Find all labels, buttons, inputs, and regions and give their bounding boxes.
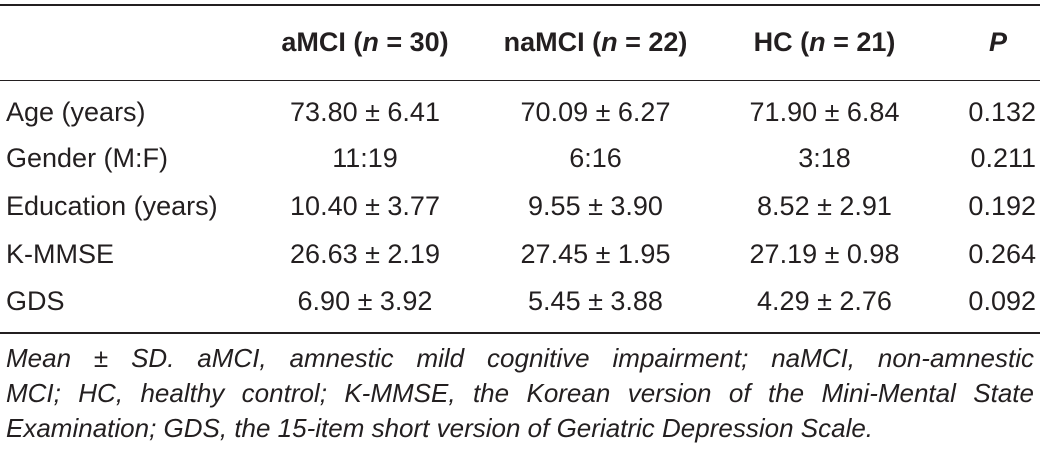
footnote-line: Examination; GDS, the 15-item short vers…: [6, 413, 874, 443]
row-label: Gender (M:F): [6, 143, 169, 173]
table-top-rule: [0, 4, 1040, 6]
row-label: Age (years): [6, 97, 146, 127]
cell-p-value: 0.092: [968, 286, 1036, 316]
cell-namci: 5.45 ± 3.88: [528, 286, 663, 316]
cell-namci: 9.55 ± 3.90: [528, 191, 663, 221]
cell-amci: 73.80 ± 6.41: [290, 97, 440, 127]
cell-amci: 6.90 ± 3.92: [297, 286, 433, 316]
header-hc: HC (n = 21): [753, 27, 896, 57]
cell-namci: 6:16: [569, 143, 622, 173]
cell-hc: 8.52 ± 2.91: [757, 191, 892, 221]
cell-p-value: 0.211: [970, 143, 1036, 173]
cell-p-value: 0.192: [968, 191, 1036, 221]
cell-hc: 3:18: [798, 143, 851, 173]
cell-namci: 27.45 ± 1.95: [520, 239, 671, 269]
row-label: GDS: [6, 286, 65, 316]
header-amci: aMCI (n = 30): [281, 27, 449, 57]
row-label: K-MMSE: [6, 239, 114, 269]
cell-hc: 27.19 ± 0.98: [749, 239, 900, 269]
table-header-rule: [0, 80, 1040, 81]
cell-p-value: 0.132: [968, 97, 1036, 127]
cell-amci: 11:19: [332, 143, 398, 173]
cell-amci: 26.63 ± 2.19: [290, 239, 440, 269]
table-bottom-rule: [0, 332, 1040, 334]
cell-p-value: 0.264: [968, 239, 1036, 269]
cell-namci: 70.09 ± 6.27: [520, 97, 671, 127]
table-footnote: Mean ± SD. aMCI, amnestic mild cognitive…: [6, 341, 1034, 446]
footnote-line: MCI; HC, healthy control; K-MMSE, the Ko…: [6, 378, 1034, 408]
row-label: Education (years): [6, 191, 218, 221]
cell-hc: 4.29 ± 2.76: [757, 286, 892, 316]
header-p-value: P: [988, 27, 1007, 57]
footnote-line: Mean ± SD. aMCI, amnestic mild cognitive…: [6, 343, 1034, 373]
cell-amci: 10.40 ± 3.77: [290, 191, 440, 221]
header-namci: naMCI (n = 22): [503, 27, 688, 57]
cell-hc: 71.90 ± 6.84: [749, 97, 900, 127]
